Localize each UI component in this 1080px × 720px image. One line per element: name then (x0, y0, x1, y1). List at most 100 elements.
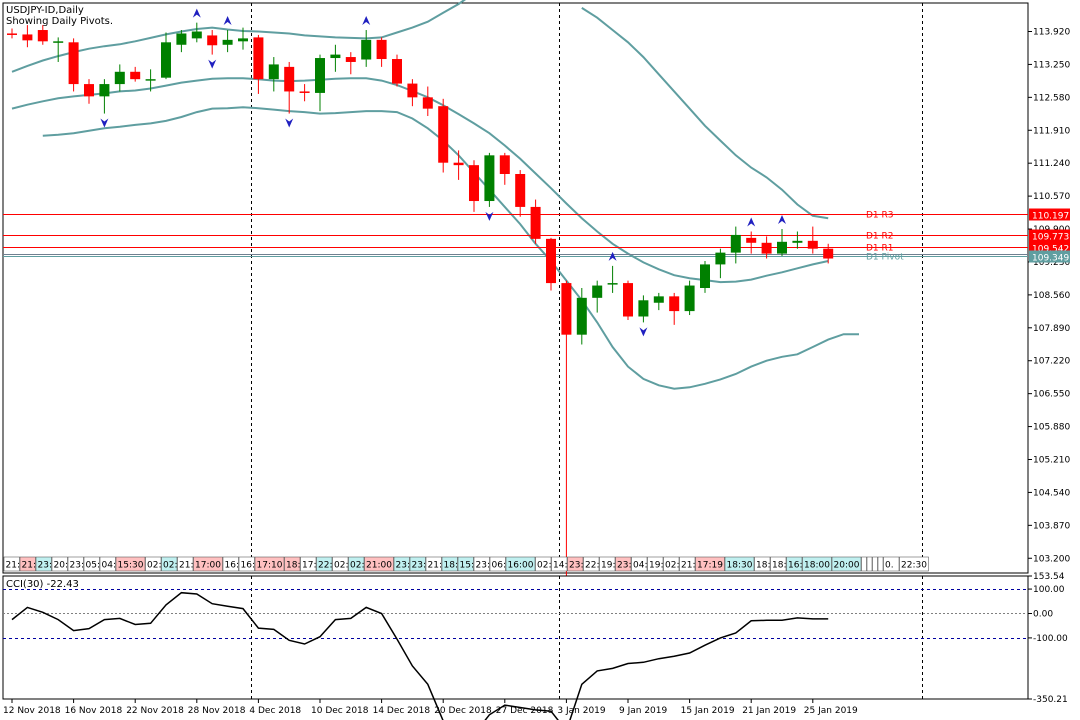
time-strip-cell (409, 556, 426, 572)
time-strip-cell (115, 556, 146, 572)
date-tick-label: 14 Dec 2018 (373, 706, 431, 716)
time-strip-label: 0. (885, 561, 894, 571)
time-strip-cell (899, 556, 929, 572)
time-strip-cell (872, 556, 878, 572)
time-strip-cell (551, 556, 568, 572)
time-strip-label: 22: (318, 561, 332, 571)
time-strip-label: 21: (22, 561, 36, 571)
candle-body (715, 252, 726, 265)
date-tick-label: 27 Dec 2018 (496, 706, 554, 716)
time-strip-label: 02: (537, 561, 551, 571)
price-tick-label: 103.200 (1033, 554, 1070, 564)
price-tag-box (1029, 250, 1070, 263)
band-lower-line (42, 106, 859, 390)
fractal-up-arrow (747, 217, 756, 227)
time-strip-label: 23: (396, 561, 410, 571)
candle-body (84, 84, 94, 97)
time-strip-label: 23: (38, 561, 52, 571)
time-strip-cell (284, 556, 301, 572)
candle-body (130, 71, 141, 80)
time-strip-cell (177, 556, 194, 572)
time-strip-cell (332, 556, 349, 572)
candle-body (576, 297, 587, 335)
candle-body (37, 30, 48, 42)
cci-separators (251, 576, 923, 699)
price-tick-label: 112.580 (1033, 93, 1070, 103)
candle-body (592, 285, 603, 298)
time-strip-cell (161, 556, 178, 572)
price-tick-label: 113.250 (1033, 60, 1070, 70)
candle-body (284, 66, 295, 92)
time-strip-cell (489, 556, 506, 572)
candlesticks (7, 22, 834, 588)
candle-body (53, 41, 64, 43)
candle-body (607, 283, 618, 285)
candle-body (761, 242, 772, 254)
fractal-down-arrow (208, 59, 217, 69)
candle-body (7, 33, 17, 35)
time-strip-cell (866, 556, 873, 572)
time-strip-label: 18:00 (804, 561, 830, 571)
time-strip-cell (193, 556, 223, 572)
price-axis: 113.920 113.250 112.580 111.910 111.240 110.5… (1028, 28, 1070, 564)
candle-body (222, 39, 233, 45)
time-strip-cell (473, 556, 490, 572)
price-tag-label: 109.773 (1032, 233, 1069, 243)
time-strip-label: 23: (569, 561, 583, 571)
time-strip-cell (348, 556, 365, 572)
time-strip-label: 20: (54, 561, 68, 571)
candle-body (315, 58, 325, 93)
time-strip-cell (145, 556, 162, 572)
date-tick-label: 3 Jan 2019 (557, 706, 605, 716)
time-strip-label: 17:10 (257, 561, 283, 571)
time-strip-cell (316, 556, 333, 572)
date-tick-label: 16 Nov 2018 (65, 706, 123, 716)
time-strip-label: 23: (70, 561, 84, 571)
candle-body (114, 71, 125, 85)
time-strip-label: 19: (601, 561, 615, 571)
candle-body (392, 59, 402, 84)
fractal-up-arrow (608, 251, 617, 261)
time-strip-label: 16: (241, 561, 255, 571)
candle-body (730, 234, 741, 253)
candle-body (453, 162, 464, 166)
time-strip-cell (599, 556, 616, 572)
candle-body (207, 35, 218, 46)
time-strip-cell (35, 556, 52, 572)
price-tick-label: 109.230 (1033, 258, 1070, 268)
fractal-up-arrow (192, 8, 201, 18)
time-strip-cell (831, 556, 862, 572)
price-tick-label: 113.920 (1033, 28, 1070, 38)
time-strip-label: 02: (350, 561, 364, 571)
candle-body (792, 240, 803, 243)
time-strip-cell (19, 556, 36, 572)
time-strip-label: 16: (225, 561, 239, 571)
price-tag-box (1029, 229, 1070, 242)
cci-level-lines (3, 589, 1028, 639)
time-strip-label: 18: (756, 561, 770, 571)
daily-pivot-lines (3, 214, 1028, 257)
fractal-down-arrow (485, 211, 494, 221)
candle-body (22, 34, 33, 41)
candle-body (746, 237, 757, 243)
time-strip-label: 02: (147, 561, 161, 571)
time-strip-cell (222, 556, 239, 572)
pivot-label: D1 Pivot (866, 253, 904, 263)
candle-body (407, 83, 418, 98)
time-strip-label: 16:00 (508, 561, 534, 571)
time-strip-cell (67, 556, 84, 572)
time-strip-label: 18:30 (727, 561, 753, 571)
candle-body (469, 165, 479, 202)
time-strip-label: 02: (334, 561, 348, 571)
candle-body (176, 33, 187, 45)
price-tick-label: 111.240 (1033, 159, 1070, 169)
date-tick-label: 12 Nov 2018 (3, 706, 61, 716)
pivot-label: D1 R1 (866, 244, 894, 254)
candle-body (499, 155, 510, 174)
cci-tick-label: 0.00 (1033, 609, 1053, 619)
time-strip-cell (441, 556, 458, 572)
date-tick-label: 21 Jan 2019 (742, 706, 796, 716)
